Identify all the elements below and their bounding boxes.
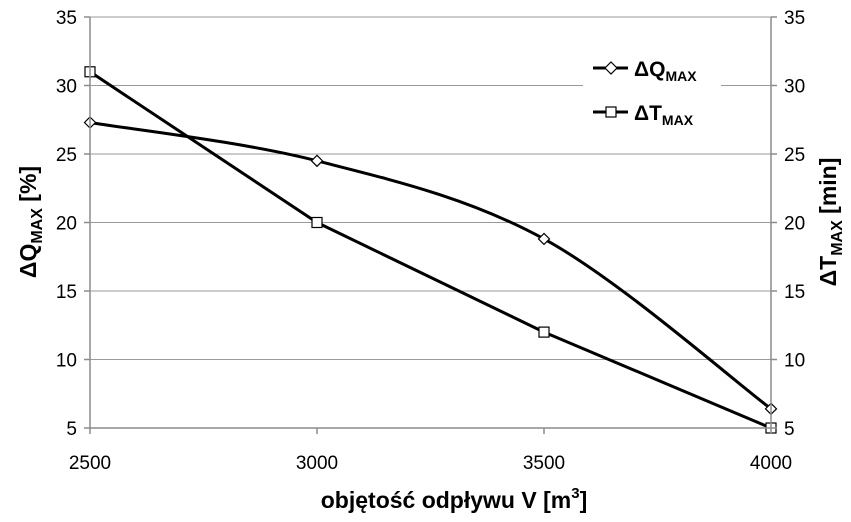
y-right-tick-label-2: 15 [784,282,805,303]
gridlines [90,16,771,429]
x-tick-label-0: 2500 [69,453,111,474]
y-right-tick-label-1: 10 [784,351,805,372]
series-1-point-1 [311,216,323,229]
legend: ΔQMAX ΔTMAX [583,50,721,140]
y-left-tick-label-2: 15 [56,282,77,303]
x-tick-label-3: 4000 [750,453,792,474]
y-right-axis-title: ΔTMAX [min] [815,158,846,287]
y-left-tick-label-4: 25 [56,145,77,166]
legend-label-dt: ΔTMAX [634,102,694,128]
y-left-tick-label-1: 10 [56,351,77,372]
legend-marker-square [605,106,617,118]
legend-background [583,50,721,140]
x-tick-label-1: 3000 [296,453,338,474]
y-left-axis-title: ΔQMAX [%] [15,166,46,278]
series-line-1 [89,70,772,430]
y-right-tick-label-6: 35 [784,8,805,29]
y-right-tick-label-4: 25 [784,145,805,166]
y-right-tick-label-5: 30 [784,77,805,98]
series-layer [83,66,778,434]
legend-label-dq: ΔQMAX [634,58,697,84]
series-0-point-2 [537,232,551,246]
legend-marker-diamond [604,61,618,75]
x-axis-title: objętość odpływu V [m3] [321,485,587,513]
x-tick-label-2: 3500 [523,453,565,474]
series-0-point-1 [310,154,324,168]
plot-frame [84,16,777,434]
y-left-tick-label-5: 30 [56,77,77,98]
y-right-tick-label-3: 20 [784,214,805,235]
y-left-tick-label-6: 35 [56,8,77,29]
x-tick-labels: 2500 3000 3500 4000 [69,453,792,474]
y-left-tick-label-0: 5 [66,419,77,440]
y-right-tick-label-0: 5 [784,419,795,440]
y-left-tick-labels: 5 10 15 20 25 30 35 [56,8,77,440]
series-line-0 [89,121,772,411]
y-right-tick-labels: 5 10 15 20 25 30 35 [784,8,805,440]
y-left-tick-label-3: 20 [56,214,77,235]
series-1-point-2 [538,326,550,338]
